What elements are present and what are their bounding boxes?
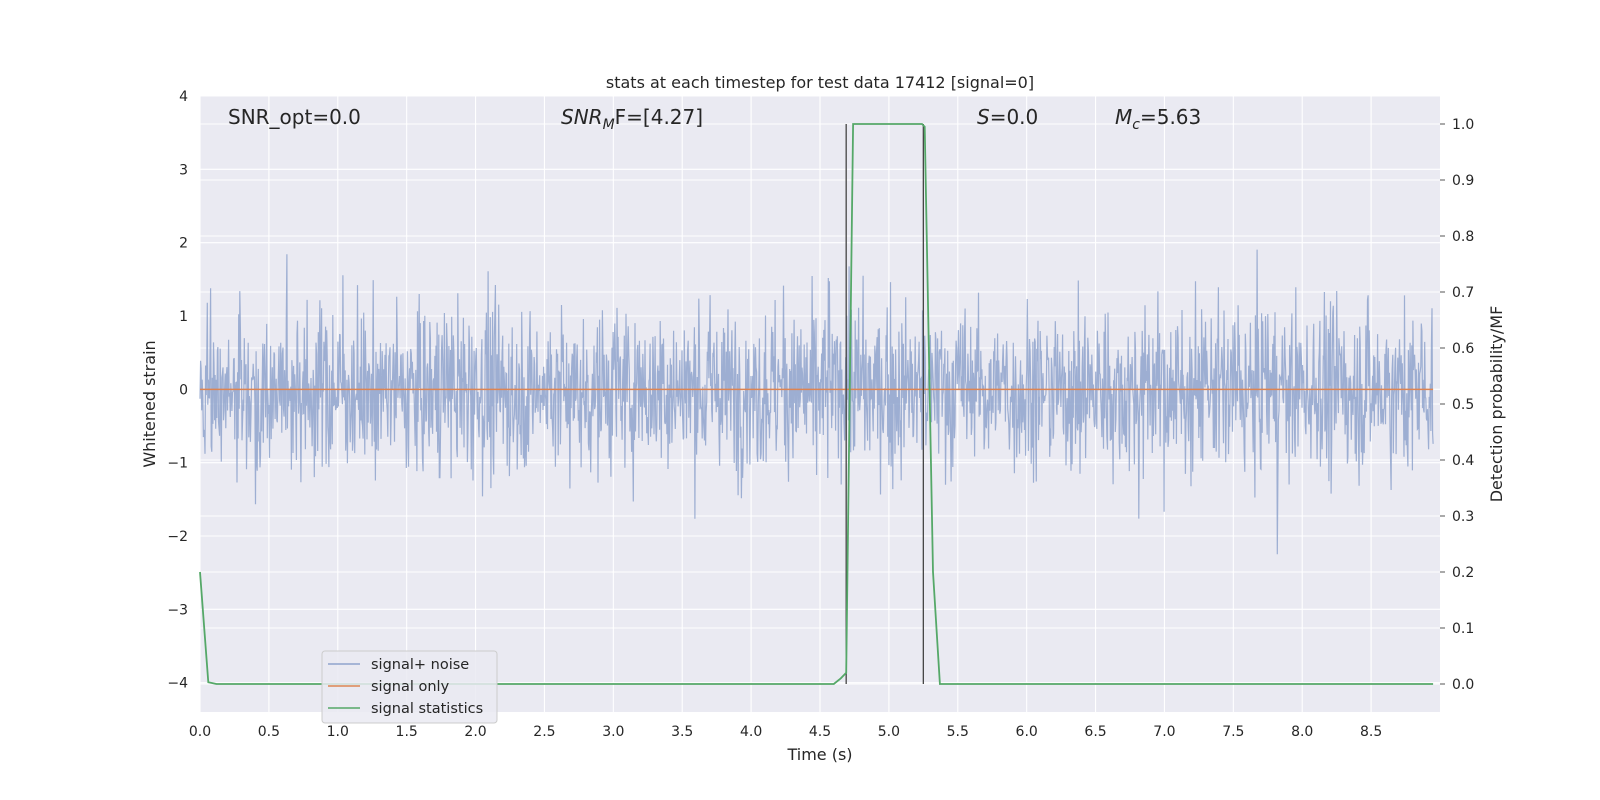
y-tick-label: −4: [167, 676, 188, 692]
s-rest: =0.0: [990, 105, 1039, 129]
s-main: S: [977, 105, 990, 129]
mc-main: M: [1115, 105, 1132, 129]
x-tick-label: 4.5: [809, 724, 831, 740]
y2-tick-label: 0.1: [1452, 621, 1474, 637]
snr-mf-rest: F=[4.27]: [615, 105, 703, 129]
y2-tick-label: 0.2: [1452, 565, 1474, 581]
y2-tick-label: 1.0: [1452, 117, 1474, 133]
series-signal-noise: [199, 249, 1434, 555]
x-tick-label: 7.0: [1153, 724, 1175, 740]
legend: signal+ noise signal only signal statist…: [321, 650, 498, 724]
legend-label-signal-only: signal only: [371, 679, 450, 695]
x-tick-label: 0.0: [189, 724, 211, 740]
x-tick-label: 0.5: [258, 724, 280, 740]
y2-tick-labels: 1.0 0.9 0.8 0.7 0.6 0.5 0.4 0.3 0.2 0.1 0.0: [1440, 117, 1474, 693]
x-tick-label: 1.5: [396, 724, 418, 740]
y-tick-label: 1: [179, 309, 188, 325]
mc-rest: =5.63: [1140, 105, 1201, 129]
y-tick-label: 4: [179, 89, 188, 105]
y-axis-label: Whitened strain: [140, 340, 159, 467]
y-tick-label: 2: [179, 236, 188, 252]
annotation-snr-mf: SNRMF=[4.27]: [561, 105, 703, 133]
y2-tick-label: 0.3: [1452, 509, 1474, 525]
x-axis-label: Time (s): [786, 745, 852, 764]
x-tick-label: 3.5: [671, 724, 693, 740]
x-tick-label: 4.0: [740, 724, 762, 740]
legend-box: [321, 650, 498, 724]
x-tick-label: 2.0: [464, 724, 486, 740]
x-tick-label: 8.5: [1360, 724, 1382, 740]
legend-label-signal-noise: signal+ noise: [371, 657, 469, 673]
y2-tick-label: 0.7: [1452, 285, 1474, 301]
x-tick-label: 5.5: [947, 724, 969, 740]
series-signal-statistics: [199, 123, 1434, 685]
annotation-s: S=0.0: [977, 105, 1038, 129]
y-tick-label: 3: [179, 162, 188, 178]
y-tick-label: −2: [167, 529, 188, 545]
y-tick-label: −3: [167, 602, 188, 618]
y-tick-label: 0: [179, 382, 188, 398]
x-tick-label: 2.5: [533, 724, 555, 740]
y-tick-label: −1: [167, 456, 188, 472]
chart-title: stats at each timestep for test data 174…: [606, 73, 1034, 92]
y2-tick-label: 0.9: [1452, 173, 1474, 189]
y2-tick-label: 0.5: [1452, 397, 1474, 413]
legend-label-signal-statistics: signal statistics: [371, 701, 483, 717]
x-tick-labels: 0.0 0.5 1.0 1.5 2.0 2.5 3.0 3.5 4.0 4.5 5.0 5.5 6.0 6…: [189, 724, 1382, 740]
y2-tick-label: 0.0: [1452, 677, 1474, 693]
y-tick-labels: 4 3 2 1 0 −1 −2 −3 −4: [167, 89, 188, 692]
x-tick-label: 8.0: [1291, 724, 1313, 740]
snr-mf-sub: M: [603, 117, 615, 133]
y2-tick-label: 0.4: [1452, 453, 1474, 469]
detection-window-lines: [845, 124, 924, 684]
snr-mf-main: SNR: [561, 105, 603, 129]
annotation-mc: Mc=5.63: [1115, 105, 1201, 133]
x-tick-label: 3.0: [602, 724, 624, 740]
x-tick-label: 5.0: [878, 724, 900, 740]
y2-tick-label: 0.8: [1452, 229, 1474, 245]
y2-axis-label: Detection probability/MF: [1487, 306, 1506, 503]
x-tick-label: 7.5: [1222, 724, 1244, 740]
x-tick-label: 6.0: [1016, 724, 1038, 740]
mc-sub: c: [1132, 117, 1140, 133]
annotation-snr-opt: SNR_opt=0.0: [228, 105, 361, 129]
y2-tick-label: 0.6: [1452, 341, 1474, 357]
x-tick-label: 1.0: [327, 724, 349, 740]
x-tick-label: 6.5: [1084, 724, 1106, 740]
